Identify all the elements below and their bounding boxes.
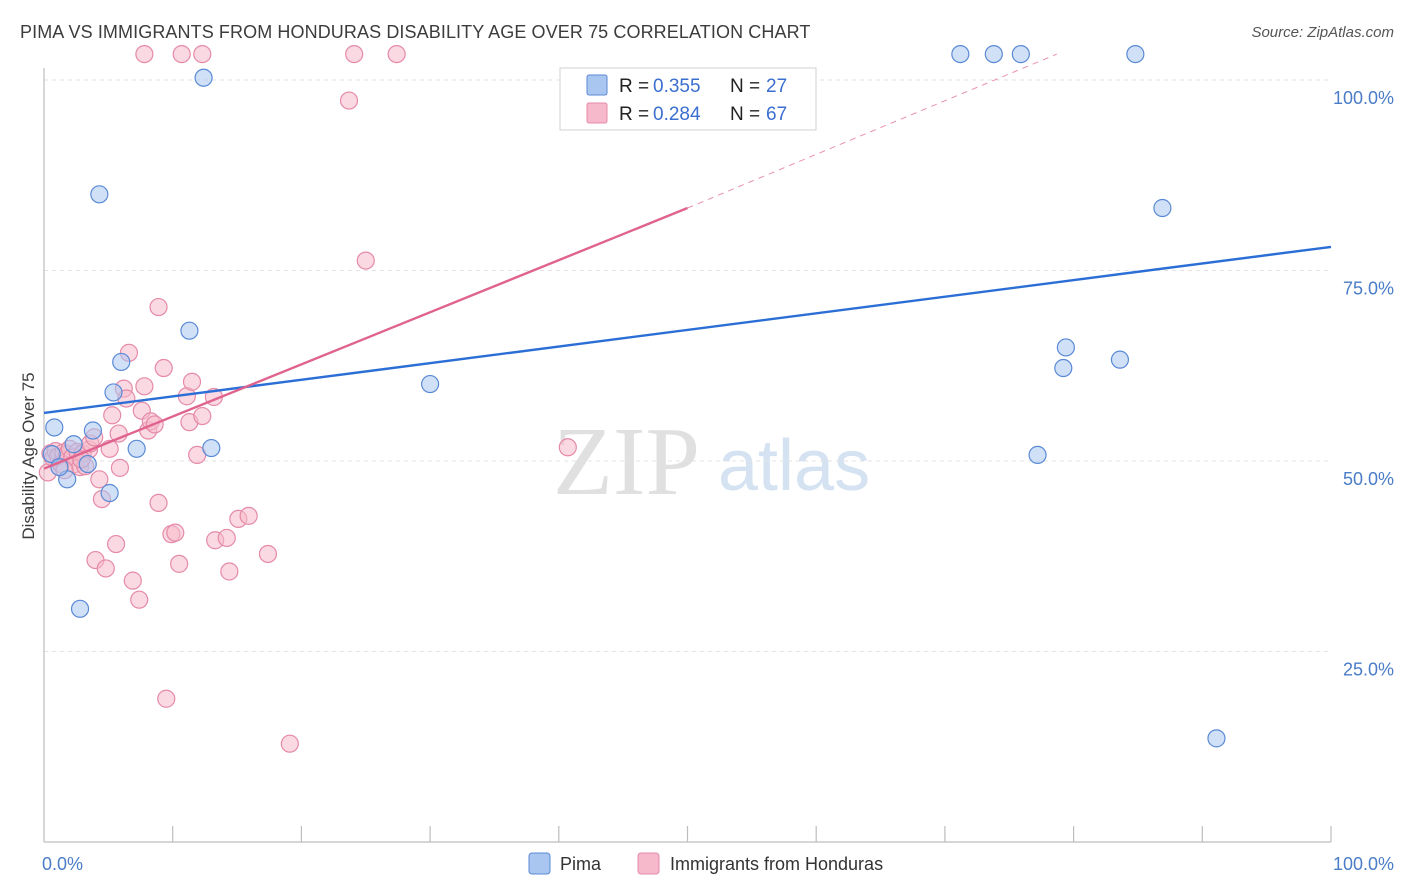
honduras-point-44 — [170, 554, 189, 573]
legend-r-value-honduras: 0.284 — [653, 104, 701, 125]
pima-point-7 — [100, 483, 119, 503]
y-tick-label-25: 25.0% — [1343, 660, 1394, 680]
pima-point-10 — [127, 439, 146, 458]
chart-title: PIMA VS IMMIGRANTS FROM HONDURAS DISABIL… — [20, 22, 811, 42]
honduras-point-39 — [149, 297, 168, 317]
x-tick-label-max: 100.0% — [1333, 854, 1394, 874]
pima-point-17 — [1011, 44, 1030, 64]
y-tick-label-50: 50.0% — [1343, 469, 1394, 489]
honduras-point-24 — [106, 534, 126, 554]
pima-trend-line — [43, 245, 1332, 415]
pima-point-6 — [90, 185, 109, 204]
x-ticks — [172, 826, 1332, 842]
pima-point-14 — [421, 374, 440, 394]
correlation-legend: R = 0.355 N = 27 R = 0.284 N = 67 — [559, 67, 817, 131]
watermark-atlas: atlas — [718, 426, 870, 506]
honduras-point-45 — [172, 44, 191, 64]
legend-n-value-honduras: 67 — [766, 104, 787, 125]
honduras-point-54 — [217, 528, 236, 548]
pima-point-22 — [1126, 44, 1145, 64]
honduras-point-64 — [558, 438, 577, 457]
legend-n-value-pima: 27 — [766, 76, 787, 97]
honduras-point-19 — [90, 470, 109, 489]
honduras-point-48 — [182, 372, 202, 391]
grid — [44, 79, 1331, 652]
honduras-point-21 — [96, 559, 115, 578]
pima-point-11 — [180, 321, 199, 340]
honduras-point-62 — [356, 251, 375, 270]
pima-point-23 — [1153, 198, 1172, 218]
pima-point-4 — [78, 454, 97, 474]
y-axis-title: Disability Age Over 75 — [19, 372, 38, 539]
pima-point-21 — [1110, 350, 1130, 369]
honduras-point-26 — [110, 458, 130, 477]
legend-swatch-honduras — [586, 102, 608, 124]
honduras-trend-extension — [687, 53, 1058, 209]
honduras-point-57 — [239, 506, 258, 525]
honduras-point-40 — [154, 358, 173, 378]
honduras-point-63 — [387, 44, 406, 64]
pima-point-19 — [1054, 358, 1073, 378]
pima-point-8 — [104, 383, 123, 402]
y-tick-labels: 25.0% 50.0% 75.0% 100.0% — [1333, 88, 1394, 680]
pima-point-24 — [1207, 729, 1226, 748]
pima-point-16 — [984, 44, 1003, 64]
pima-point-13 — [202, 438, 221, 458]
pima-point-15 — [951, 44, 970, 64]
legend-n-label-honduras: N = — [730, 104, 760, 125]
bottom-legend-label-pima: Pima — [560, 854, 602, 874]
honduras-point-30 — [123, 571, 142, 590]
pima-point-0 — [45, 418, 64, 437]
legend-swatch-pima — [586, 74, 608, 96]
honduras-point-38 — [149, 493, 168, 513]
honduras-points — [38, 44, 577, 753]
watermark-zip: ZIP — [553, 408, 700, 516]
bottom-legend-label-honduras: Immigrants from Honduras — [670, 854, 883, 874]
honduras-point-59 — [280, 734, 299, 753]
y-tick-label-100: 100.0% — [1333, 88, 1394, 108]
legend-r-value-pima: 0.355 — [653, 76, 701, 97]
bottom-legend-swatch-honduras — [637, 852, 660, 875]
series-legend: Pima Immigrants from Honduras — [528, 852, 883, 875]
honduras-point-34 — [135, 377, 154, 396]
pima-point-3 — [70, 599, 90, 618]
honduras-point-51 — [193, 406, 212, 426]
honduras-point-50 — [193, 44, 212, 64]
honduras-point-23 — [103, 406, 122, 425]
pima-point-5 — [83, 421, 103, 440]
source-label: Source: ZipAtlas.com — [1251, 24, 1394, 41]
honduras-point-55 — [220, 562, 239, 581]
pima-point-18 — [1028, 445, 1047, 465]
watermark: ZIP atlas — [553, 408, 870, 516]
honduras-point-41 — [157, 689, 176, 708]
bottom-legend-swatch-pima — [528, 852, 551, 875]
pima-point-9 — [112, 352, 131, 372]
honduras-point-58 — [258, 544, 278, 564]
honduras-point-31 — [130, 590, 149, 609]
y-tick-label-75: 75.0% — [1343, 279, 1394, 299]
honduras-point-43 — [166, 523, 185, 542]
legend-r-label-honduras: R = — [619, 104, 649, 125]
legend-r-label-pima: R = — [619, 76, 649, 97]
pima-point-2 — [64, 435, 83, 454]
honduras-point-33 — [135, 44, 154, 64]
honduras-trend-line — [43, 206, 688, 470]
pima-point-20 — [1056, 338, 1075, 357]
legend-n-label-pima: N = — [730, 76, 760, 97]
x-tick-label-min: 0.0% — [42, 854, 83, 874]
pima-point-12 — [194, 68, 213, 87]
honduras-point-61 — [345, 44, 364, 64]
honduras-point-60 — [339, 91, 359, 110]
trend-lines — [43, 53, 1332, 470]
